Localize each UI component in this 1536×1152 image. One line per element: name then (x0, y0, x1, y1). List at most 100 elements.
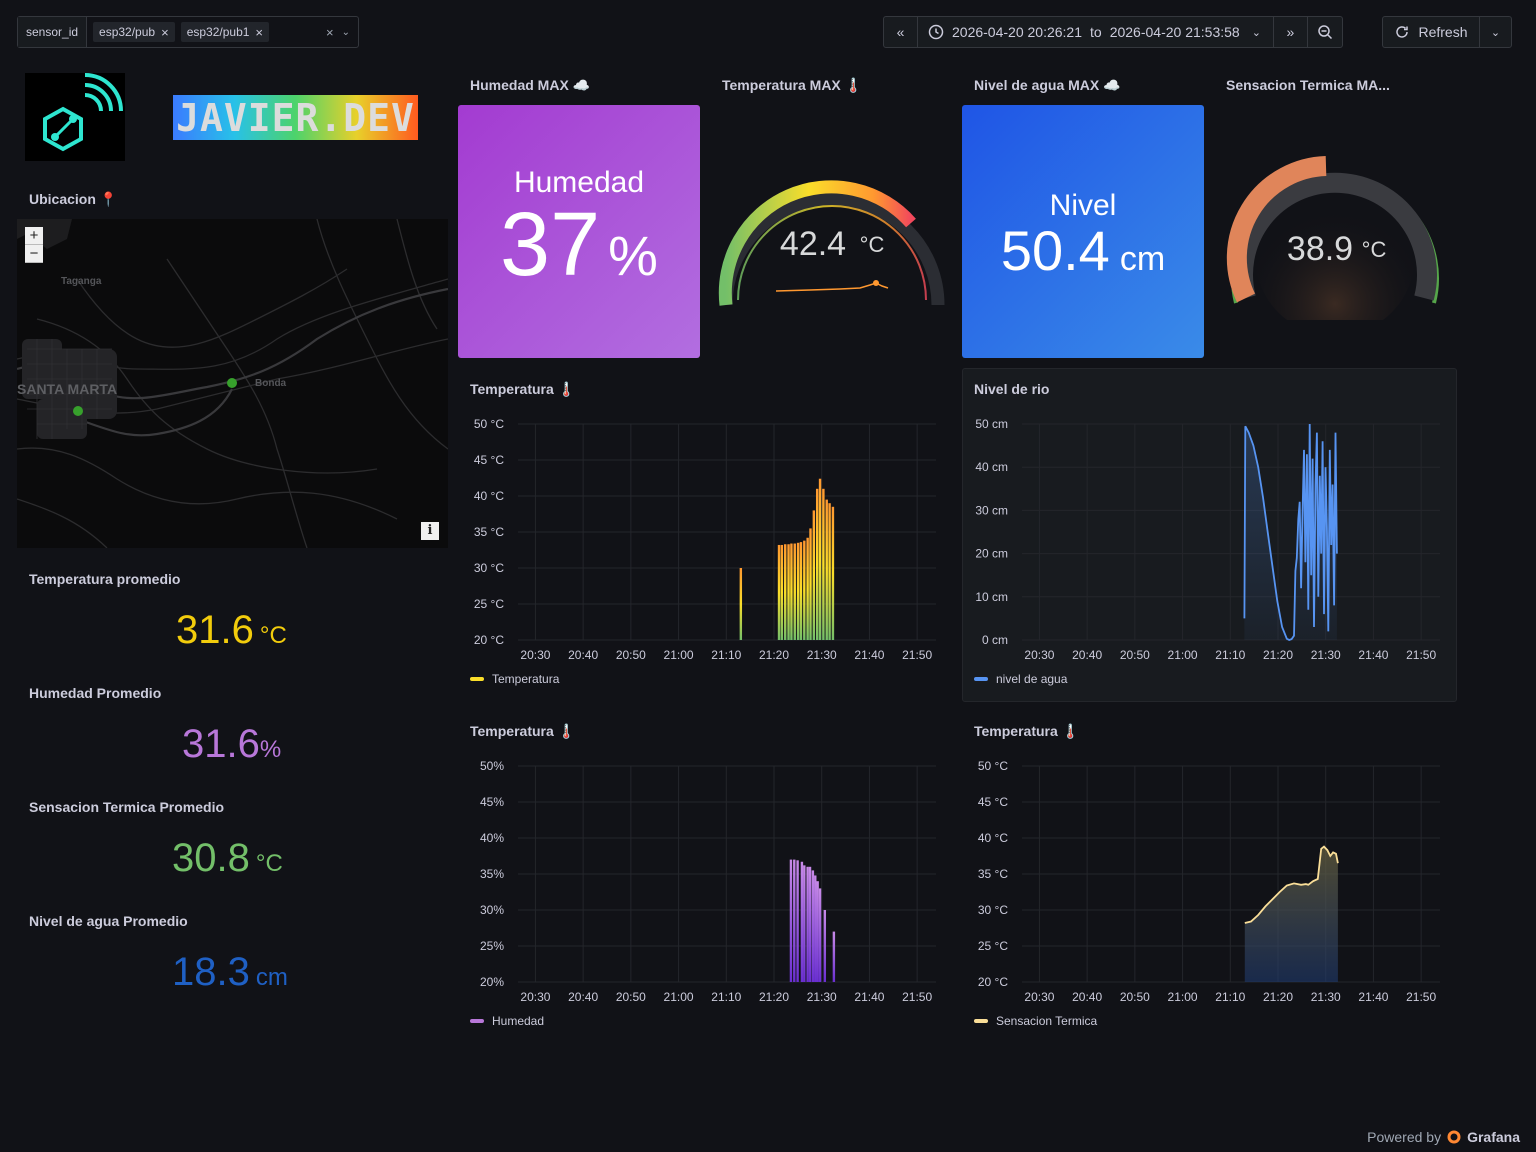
stat-label-sensacion-promedio: Sensacion Termica Promedio (29, 799, 225, 815)
bar (818, 478, 822, 640)
gauge-unit: °C (860, 232, 885, 257)
x-tick-label: 20:50 (616, 648, 646, 662)
zoom-out-button[interactable] (1308, 17, 1342, 47)
bar (814, 875, 817, 982)
refresh-control: Refresh ⌄ (1382, 16, 1512, 48)
stat-value-temperatura-promedio: 31.6 °C (176, 608, 287, 653)
refresh-button[interactable]: Refresh (1383, 17, 1480, 47)
stat-unit: % (608, 223, 658, 287)
chip-esp32-pub1[interactable]: esp32/pub1 × (180, 22, 270, 42)
bar (796, 542, 800, 640)
stat-caption: Nivel (1049, 188, 1117, 222)
shift-back-button[interactable]: « (884, 17, 918, 47)
bar (816, 881, 819, 982)
time-range-picker[interactable]: 2026-04-20 20:26:21 to 2026-04-20 21:53:… (918, 17, 1274, 47)
y-tick-label: 20 °C (474, 633, 504, 647)
series-area (1244, 424, 1337, 640)
shift-forward-button[interactable]: » (1274, 17, 1308, 47)
y-tick-label: 20 °C (978, 975, 1008, 989)
sensacion-area-chart[interactable]: 50 °C 45 °C 40 °C 35 °C 30 °C 25 °C 20 °C 20:30… (962, 752, 1450, 1007)
grafana-logo-icon (1447, 1130, 1461, 1144)
chip-esp32-pub[interactable]: esp32/pub × (93, 22, 175, 42)
bar (825, 499, 828, 640)
stat-unit: cm (255, 964, 288, 991)
stat-number: 37 (500, 194, 601, 295)
logo-image (25, 73, 125, 161)
panel-title-humedad-max: Humedad MAX ☁️ (470, 77, 591, 93)
bar (800, 861, 804, 982)
x-tick-label: 21:30 (1311, 990, 1341, 1004)
sensor-id-variable[interactable]: sensor_id esp32/pub × esp32/pub1 × × ⌄ (17, 16, 359, 48)
bar (793, 859, 796, 982)
chart-title: Nivel de rio (974, 381, 1050, 397)
map-info-button[interactable]: i (421, 522, 439, 540)
footer: Powered by Grafana (1367, 1129, 1520, 1145)
x-tick-label: 21:30 (807, 648, 837, 662)
stat-unit: % (259, 736, 282, 763)
bar (806, 866, 809, 982)
y-tick-label: 45 °C (978, 795, 1008, 809)
x-tick-label: 21:30 (807, 990, 837, 1004)
nivel-line-chart[interactable]: 50 cm 40 cm 30 cm 20 cm 10 cm 0 cm 20:30 20:40 2… (962, 410, 1450, 665)
variable-label: sensor_id (18, 17, 88, 47)
panel-title-temperatura-max: Temperatura MAX 🌡️ (722, 77, 863, 93)
map-roads: Taganga SANTA MARTA Bonda (17, 219, 448, 548)
sensor-marker[interactable] (73, 406, 83, 416)
x-tick-label: 21:20 (759, 648, 789, 662)
map-zoom-controls: + − (25, 227, 43, 263)
grafana-brand[interactable]: Grafana (1467, 1129, 1520, 1145)
chart-legend[interactable]: Humedad (470, 1014, 544, 1028)
stat-unit: °C (255, 850, 283, 877)
legend-swatch (974, 677, 988, 681)
x-tick-label: 21:00 (1168, 648, 1198, 662)
gauge-unit: °C (1362, 237, 1387, 262)
location-map[interactable]: Taganga SANTA MARTA Bonda (17, 219, 448, 548)
y-tick-label: 25 °C (474, 597, 504, 611)
x-tick-label: 21:00 (664, 648, 694, 662)
bar (799, 542, 803, 640)
y-tick-label: 50 °C (474, 417, 504, 431)
bar (790, 543, 793, 640)
legend-swatch (470, 677, 484, 681)
sensor-marker[interactable] (227, 378, 237, 388)
zoom-in-button[interactable]: + (25, 227, 43, 245)
clear-icon[interactable]: × (326, 24, 334, 40)
brand-banner: JAVIER.DEV (173, 95, 418, 140)
bar (796, 860, 799, 982)
y-tick-label: 40 °C (978, 831, 1008, 845)
bar (808, 866, 812, 982)
bar (789, 859, 793, 982)
x-tick-label: 20:50 (616, 990, 646, 1004)
nivel-max-stat: Nivel 50.4 cm (962, 105, 1204, 358)
humedad-bar-chart[interactable]: 50% 45% 40% 35% 30% 25% 20% 20:30 20:40 20:50 21:0… (458, 752, 946, 1007)
x-tick-label: 21:40 (854, 990, 884, 1004)
stat-number: 30.8 (172, 836, 250, 880)
x-tick-label: 21:00 (664, 990, 694, 1004)
clock-icon (928, 24, 944, 40)
refresh-interval-dropdown[interactable]: ⌄ (1480, 17, 1511, 47)
map-label-bonda: Bonda (255, 378, 287, 389)
temperatura-bar-chart[interactable]: 50 °C 45 °C 40 °C 35 °C 30 °C 25 °C 20 °C 20:30… (458, 410, 946, 665)
zoom-out-button[interactable]: − (25, 245, 43, 263)
chevron-down-icon: ⌄ (1490, 26, 1501, 39)
chip-remove-icon[interactable]: × (161, 24, 169, 40)
bar (823, 910, 827, 982)
chart-legend[interactable]: nivel de agua (974, 672, 1067, 686)
x-tick-label: 21:50 (902, 990, 932, 1004)
chart-title: Temperatura 🌡️ (470, 381, 576, 397)
chart-legend[interactable]: Sensacion Termica (974, 1014, 1097, 1028)
stat-label-nivel-promedio: Nivel de agua Promedio (29, 913, 188, 929)
series-area (1244, 846, 1338, 982)
legend-swatch (974, 1019, 988, 1023)
legend-swatch (470, 1019, 484, 1023)
bar (739, 568, 743, 640)
time-to: 2026-04-20 21:53:58 (1109, 24, 1240, 40)
legend-label: Sensacion Termica (996, 1014, 1098, 1028)
chip-label: esp32/pub1 (186, 25, 250, 39)
chart-legend[interactable]: Temperatura (470, 672, 559, 686)
panel-title-sensacion-max: Sensacion Termica MA... (1226, 77, 1390, 93)
y-tick-label: 25% (480, 939, 504, 953)
chip-remove-icon[interactable]: × (255, 24, 264, 40)
chevron-down-icon[interactable]: ⌄ (341, 26, 350, 38)
x-tick-label: 21:10 (1215, 648, 1245, 662)
